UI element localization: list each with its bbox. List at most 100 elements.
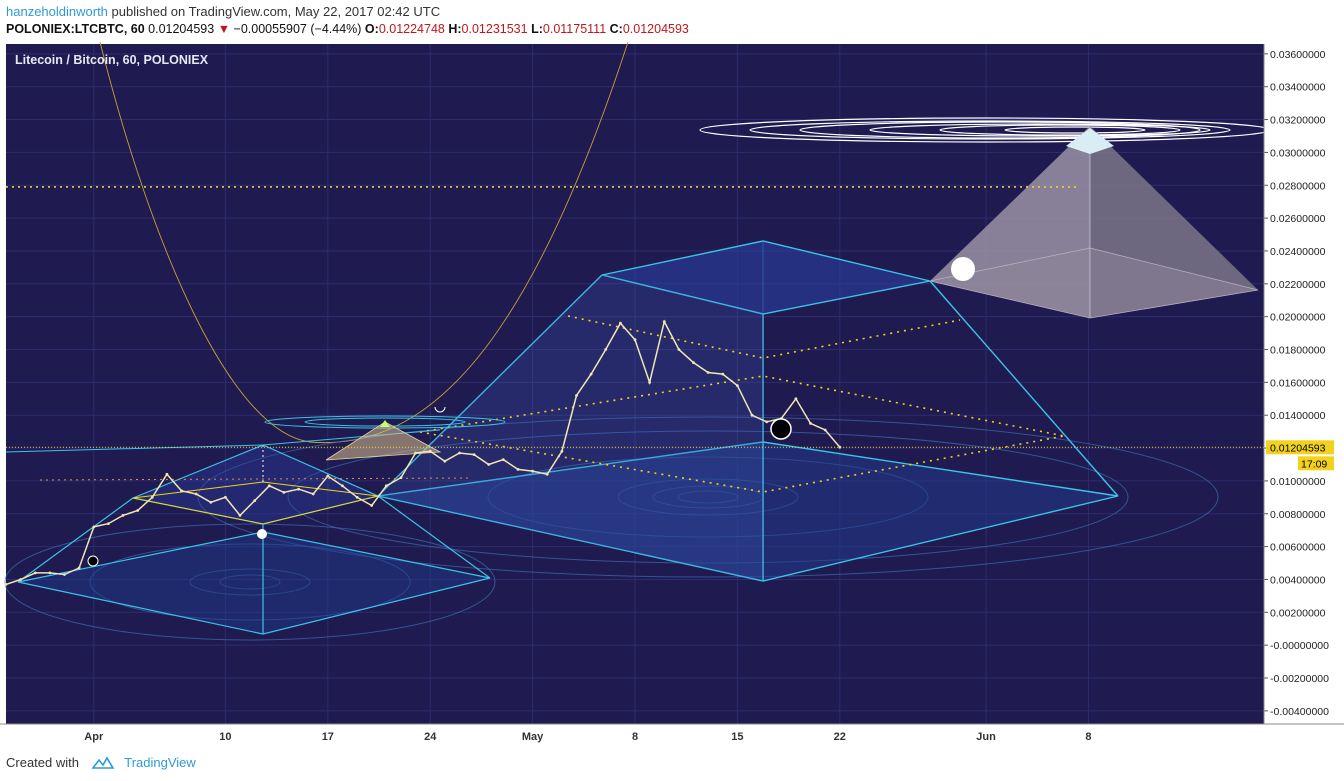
price-point (501, 458, 505, 461)
price-point (19, 578, 22, 581)
price-point (384, 484, 388, 488)
price-point (165, 472, 169, 476)
price-point (692, 361, 695, 364)
last-price-value: 0.01204593 (148, 22, 215, 36)
price-point (180, 489, 183, 493)
y-tick-label: 0.02400000 (1270, 246, 1326, 258)
x-tick-label: Jun (976, 731, 996, 743)
symbol-label[interactable]: POLONIEX:LTCBTC, 60 (6, 22, 145, 36)
x-tick-label: Apr (84, 731, 104, 743)
small-pyramid-edge (17, 497, 134, 583)
price-point (838, 445, 842, 449)
pyramid-edge (929, 280, 1119, 497)
countdown-label: 17:09 (1301, 458, 1327, 470)
y-tick-label: 0.02200000 (1270, 279, 1326, 291)
price-point (414, 451, 417, 455)
golden-pyramid (325, 421, 442, 461)
price-point (794, 397, 798, 401)
chart-container[interactable]: Litecoin / Bitcoin, 60, POLONIEX 0.03600… (0, 41, 1344, 746)
marker-circle-black (770, 418, 792, 440)
price-point (4, 583, 8, 586)
price-point (619, 321, 622, 325)
price-point (516, 468, 520, 471)
tradingview-link[interactable]: TradingView (124, 755, 196, 770)
price-point (136, 509, 140, 512)
open-value: 0.01224748 (378, 22, 445, 36)
price-point (209, 500, 213, 504)
price-point (531, 469, 534, 473)
x-tick-label: 10 (219, 731, 231, 743)
price-point (809, 422, 812, 425)
y-tick-label: 0.03600000 (1270, 49, 1326, 61)
y-tick-label: 0.00800000 (1270, 509, 1326, 521)
x-tick-label: May (522, 731, 544, 743)
y-tick-label: -0.00000000 (1270, 640, 1329, 652)
price-point (721, 372, 725, 376)
y-tick-label: 0.00200000 (1270, 607, 1326, 619)
open-label: O: (364, 22, 379, 36)
y-tick-label: -0.00200000 (1270, 673, 1329, 685)
x-tick-label: 8 (632, 731, 638, 743)
target-ellipse (197, 416, 1219, 578)
price-point (458, 451, 461, 455)
close-label: C: (609, 22, 623, 36)
created-with-label: Created with (6, 755, 79, 770)
y-tick-label: 0.03000000 (1270, 147, 1326, 159)
price-point (545, 472, 549, 476)
price-point (575, 394, 578, 397)
price-point (194, 492, 198, 496)
y-tick-label: 0.02600000 (1270, 213, 1326, 225)
price-point (267, 484, 271, 488)
pyramid-edge (377, 274, 603, 497)
gray-pyramid-base (929, 247, 1259, 319)
y-tick-label: 0.02000000 (1270, 312, 1326, 324)
price-point (63, 573, 66, 576)
y-tick-label: 0.03200000 (1270, 115, 1326, 127)
y-tick-label: -0.00400000 (1270, 706, 1329, 718)
change-value: −0.00055907 (−4.44%) (233, 22, 362, 36)
author-link[interactable]: hanzeholdinworth (6, 4, 108, 19)
time-axis-background (0, 724, 1344, 746)
price-point (633, 338, 637, 342)
drawings-layer (4, 41, 1271, 641)
ohlc-legend: POLONIEX:LTCBTC, 60 0.01204593 ▼ −0.0005… (6, 22, 689, 36)
x-tick-label: 22 (834, 731, 846, 743)
marker-circle-white (951, 257, 975, 281)
publish-info: hanzeholdinworth published on TradingVie… (6, 4, 440, 19)
tradingview-cloud-icon[interactable] (91, 756, 115, 773)
price-point (297, 487, 300, 491)
y-tick-label: 0.02800000 (1270, 180, 1326, 192)
price-point (677, 348, 681, 351)
price-point (736, 384, 739, 387)
target-ellipse (4, 523, 496, 641)
price-point (150, 495, 154, 499)
price-point (77, 566, 81, 570)
price-point (370, 504, 374, 507)
price-point (750, 413, 754, 417)
close-value: 0.01204593 (622, 22, 689, 36)
price-line[interactable] (5, 319, 841, 586)
price-points (4, 320, 842, 586)
price-point (238, 514, 242, 517)
price-point (48, 571, 52, 575)
price-point (560, 449, 564, 453)
price-chart[interactable]: Litecoin / Bitcoin, 60, POLONIEX 0.03600… (0, 41, 1344, 746)
high-value: 0.01231531 (461, 22, 528, 36)
footer: Created with TradingView (6, 755, 196, 773)
last-price-badge (1266, 440, 1334, 455)
price-point (428, 449, 432, 453)
time-axis[interactable]: Apr 10 17 24 May 8 15 22 Jun 8 (0, 723, 1344, 743)
price-point (662, 320, 666, 323)
y-tick-label: 0.01400000 (1270, 410, 1326, 422)
price-point (823, 428, 827, 432)
y-tick-label: 0.01000000 (1270, 476, 1326, 488)
y-tick-label: 0.00600000 (1270, 542, 1326, 554)
gray-pyramid-cap (1066, 128, 1114, 154)
marker-circle-white (257, 529, 267, 539)
low-label: L: (531, 22, 543, 36)
price-point (487, 463, 491, 466)
price-point (648, 381, 651, 384)
trend-line (262, 429, 441, 446)
price-point (326, 474, 330, 478)
price-point (107, 522, 110, 525)
